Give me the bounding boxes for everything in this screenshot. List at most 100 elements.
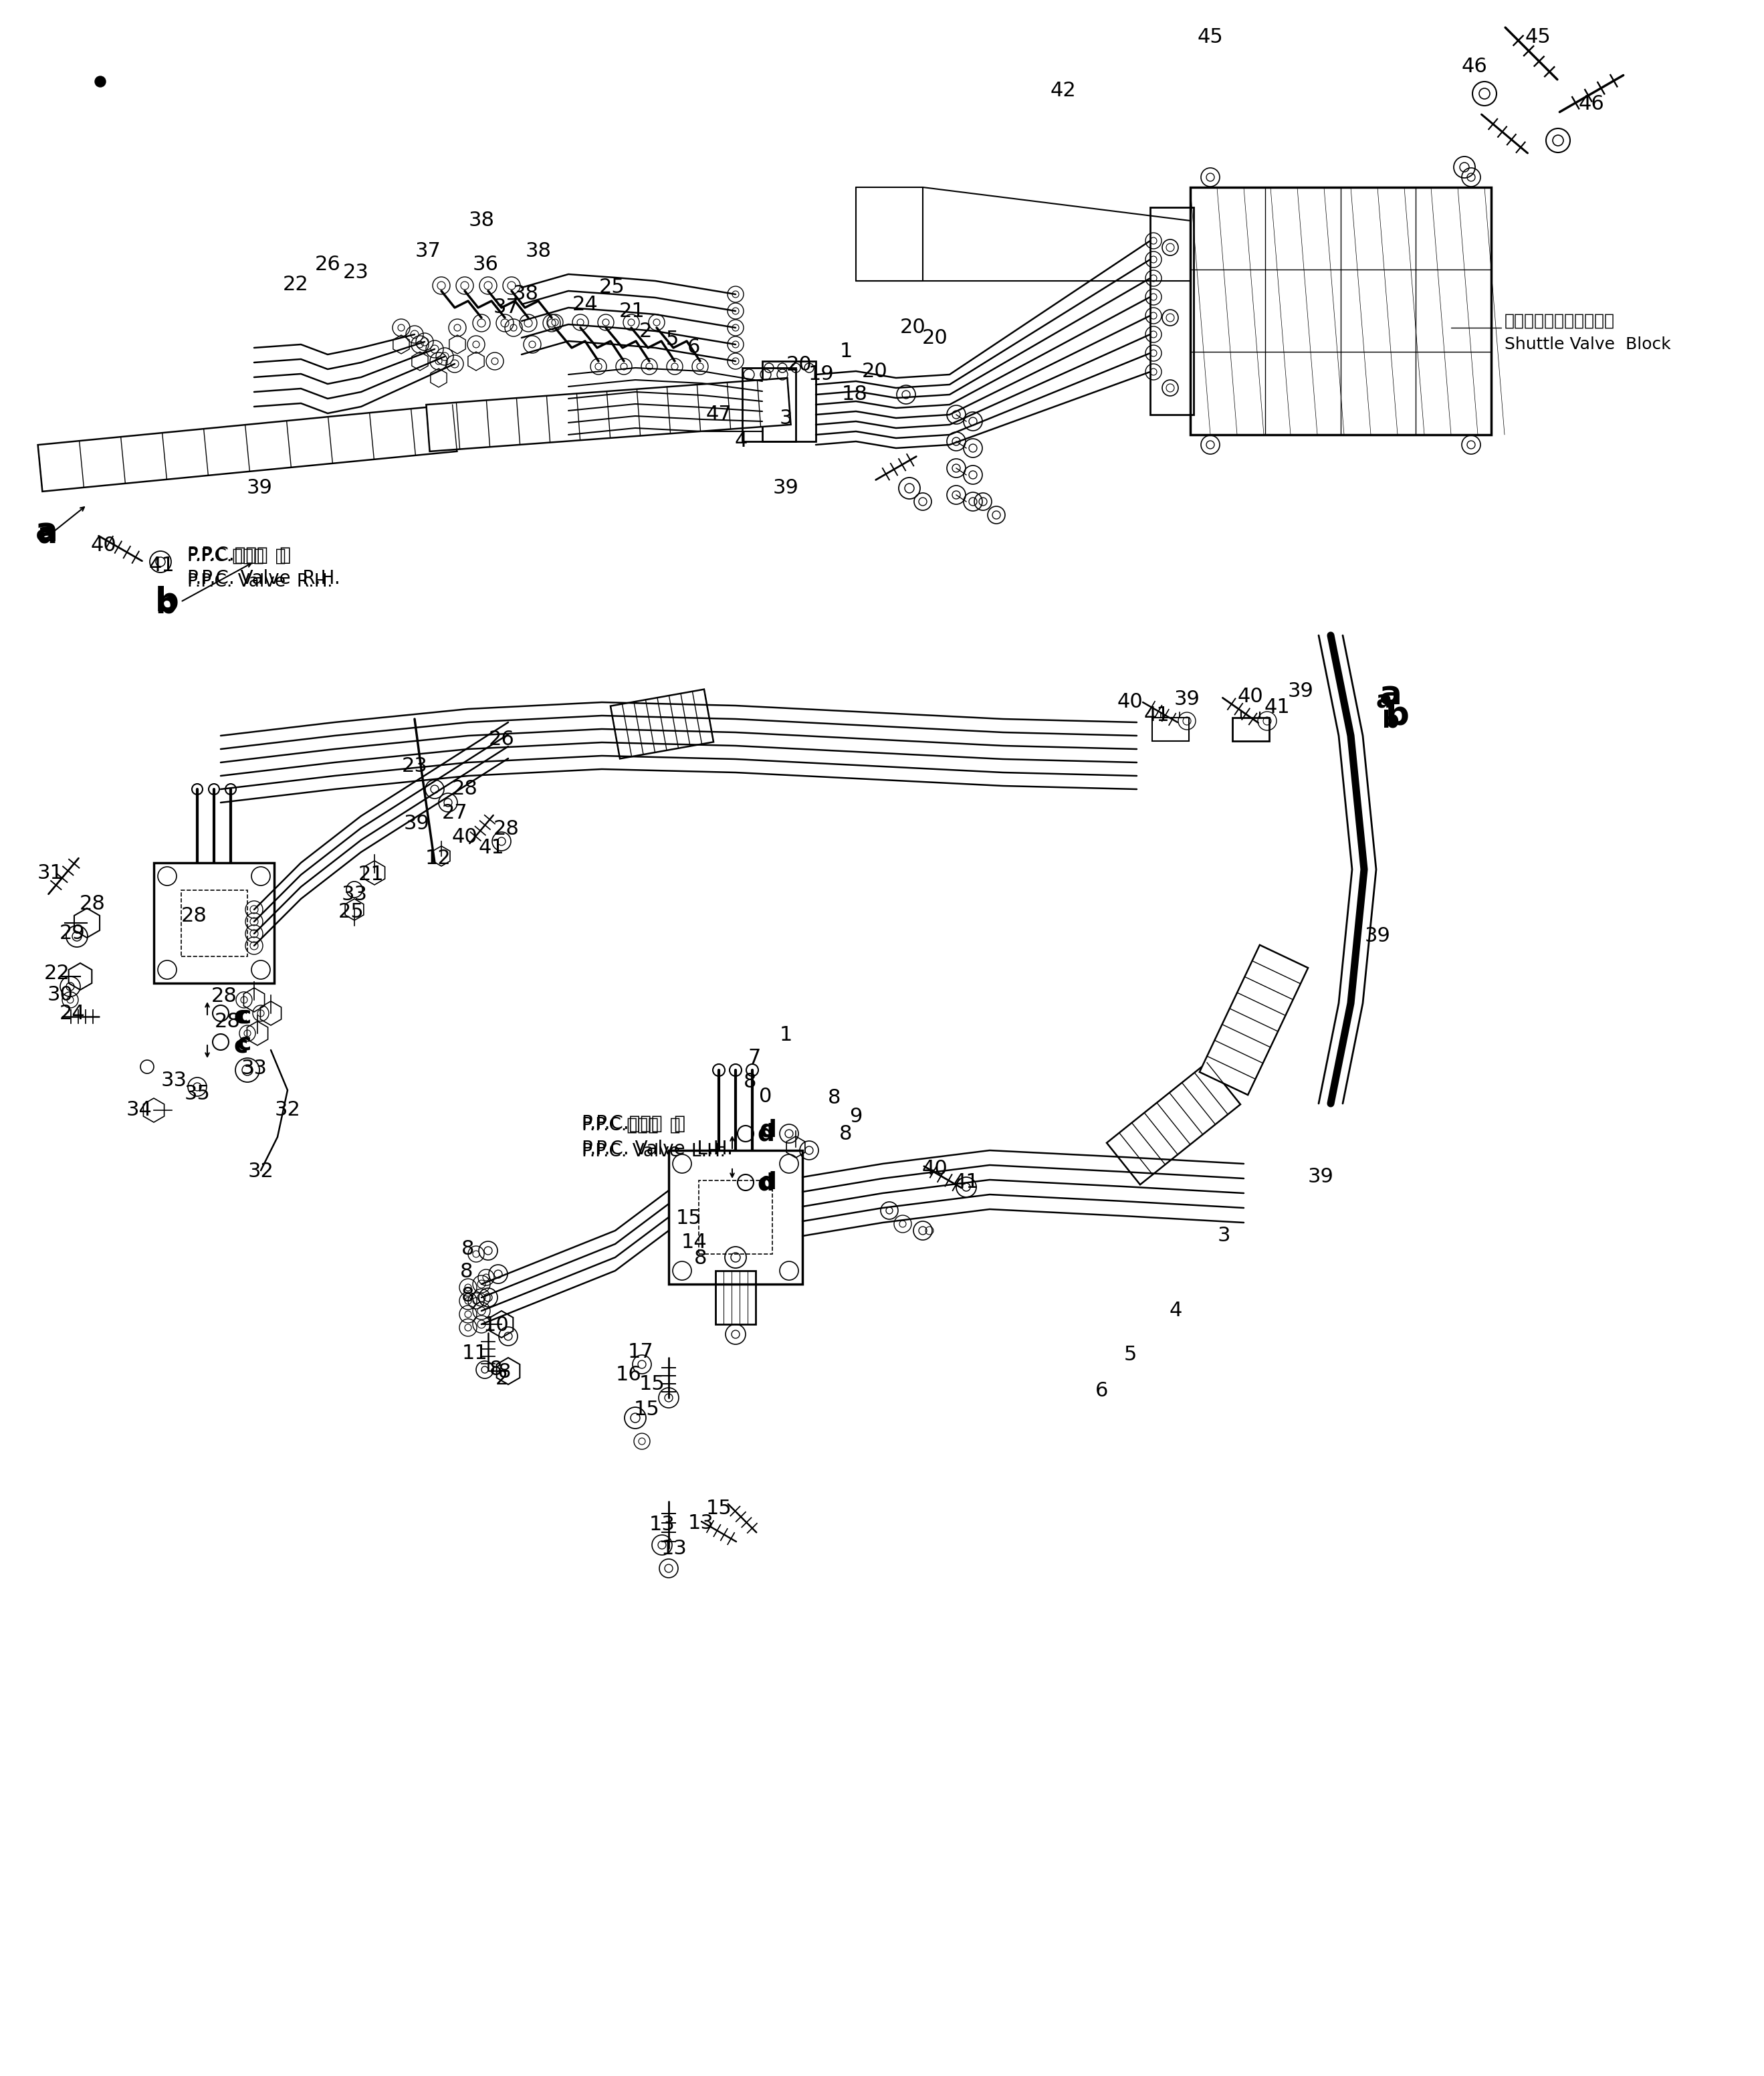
Text: 5: 5 [665, 330, 679, 349]
Text: 28: 28 [212, 986, 236, 1007]
Bar [716, 1271, 755, 1324]
Text: シャトルバルブブロック: シャトルバルブブロック [1505, 313, 1614, 330]
Bar [762, 361, 815, 442]
Text: 18: 18 [841, 384, 868, 405]
Circle shape [1162, 309, 1178, 326]
Text: 39: 39 [1365, 926, 1390, 947]
Bar [743, 367, 796, 442]
Text: 33: 33 [242, 1059, 266, 1077]
Text: 23: 23 [342, 264, 369, 282]
Text: 15: 15 [676, 1208, 702, 1229]
Text: 39: 39 [1288, 681, 1314, 700]
Text: 39: 39 [773, 480, 799, 498]
Text: P.P.C. Valve  L.H.: P.P.C. Valve L.H. [582, 1144, 725, 1160]
Text: 32: 32 [247, 1163, 273, 1181]
Bar [1150, 208, 1194, 415]
Text: a: a [37, 521, 56, 550]
Text: 47: 47 [706, 405, 732, 424]
Text: 33: 33 [161, 1071, 187, 1090]
Text: P.P.C.バルブ  左: P.P.C.バルブ 左 [582, 1115, 686, 1133]
Text: 27: 27 [441, 803, 467, 822]
Text: 33: 33 [342, 884, 367, 905]
Text: a: a [35, 515, 58, 548]
Text: 13: 13 [649, 1515, 676, 1534]
Text: 26: 26 [314, 255, 340, 274]
Text: 39: 39 [247, 480, 272, 498]
Bar [1231, 718, 1268, 741]
Text: 45: 45 [1526, 27, 1551, 46]
Text: 25: 25 [339, 901, 363, 922]
Text: 8: 8 [460, 1262, 473, 1281]
Text: 41: 41 [148, 556, 175, 575]
Text: 45: 45 [1198, 27, 1222, 46]
Bar [1191, 187, 1491, 434]
Text: 20: 20 [900, 318, 926, 338]
Text: d: d [759, 1119, 776, 1142]
Text: 46: 46 [1579, 93, 1605, 114]
Text: 8: 8 [462, 1239, 475, 1258]
Text: 21: 21 [358, 864, 385, 884]
Circle shape [1162, 239, 1178, 255]
Text: 41: 41 [953, 1173, 979, 1192]
Text: 38: 38 [469, 212, 494, 230]
Text: P.P.C.バルブ  右: P.P.C.バルブ 右 [187, 546, 291, 565]
Text: 4: 4 [734, 432, 748, 450]
Text: 38: 38 [513, 284, 538, 303]
Text: 28: 28 [215, 1013, 240, 1032]
Polygon shape [37, 405, 457, 492]
Polygon shape [1200, 945, 1309, 1094]
Text: 28: 28 [494, 820, 519, 839]
Polygon shape [427, 378, 790, 450]
Text: 3: 3 [1217, 1227, 1230, 1246]
Polygon shape [1106, 1063, 1240, 1185]
Text: 28: 28 [182, 907, 206, 926]
Text: b: b [155, 590, 176, 619]
Bar [182, 891, 247, 957]
Text: 26: 26 [489, 729, 515, 749]
Text: 8: 8 [462, 1285, 475, 1306]
Text: c: c [236, 1005, 250, 1028]
Text: d: d [757, 1123, 774, 1146]
Text: 40: 40 [452, 828, 478, 847]
Text: d: d [757, 1173, 774, 1196]
Text: 35: 35 [183, 1084, 210, 1102]
Text: 12: 12 [425, 849, 452, 868]
Text: 40: 40 [1238, 687, 1263, 706]
Text: 2: 2 [496, 1370, 508, 1389]
Text: 21: 21 [619, 301, 646, 320]
Text: 2: 2 [639, 322, 651, 340]
Bar [699, 1181, 773, 1254]
Text: 11: 11 [462, 1343, 487, 1362]
Text: 8: 8 [827, 1088, 841, 1109]
Text: 32: 32 [275, 1100, 300, 1119]
Text: 39: 39 [1307, 1167, 1334, 1187]
Text: 39: 39 [404, 814, 430, 835]
Text: 8: 8 [744, 1073, 757, 1092]
Text: 9: 9 [850, 1107, 863, 1127]
Text: 22: 22 [44, 963, 71, 982]
Text: 37: 37 [494, 299, 519, 318]
Text: 8: 8 [840, 1123, 852, 1144]
Text: P.P.C.バルブ  左: P.P.C.バルブ 左 [582, 1117, 681, 1133]
Text: 17: 17 [628, 1343, 653, 1362]
Circle shape [1162, 380, 1178, 397]
Text: a: a [1376, 689, 1392, 712]
Text: 30: 30 [48, 986, 72, 1005]
Text: 16: 16 [616, 1364, 642, 1385]
Bar [1152, 718, 1189, 741]
Text: 28: 28 [452, 778, 478, 799]
Text: 29: 29 [60, 924, 85, 943]
Text: 1: 1 [840, 340, 852, 361]
Text: 8: 8 [490, 1360, 503, 1378]
Text: 13: 13 [662, 1538, 686, 1557]
Text: 40: 40 [923, 1158, 947, 1179]
Text: P.P.C. Valve  R.H.: P.P.C. Valve R.H. [187, 569, 340, 588]
Text: 46: 46 [1462, 58, 1487, 77]
Text: 24: 24 [60, 1003, 85, 1023]
Text: 6: 6 [1095, 1381, 1108, 1401]
Text: b: b [1383, 710, 1399, 733]
Text: 39: 39 [1173, 689, 1200, 708]
Text: P.P.C. Valve  L.H.: P.P.C. Valve L.H. [582, 1140, 732, 1158]
Bar [153, 864, 273, 984]
Text: 6: 6 [688, 338, 700, 357]
